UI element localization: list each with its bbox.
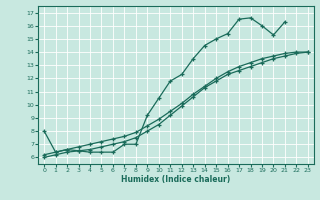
X-axis label: Humidex (Indice chaleur): Humidex (Indice chaleur) xyxy=(121,175,231,184)
